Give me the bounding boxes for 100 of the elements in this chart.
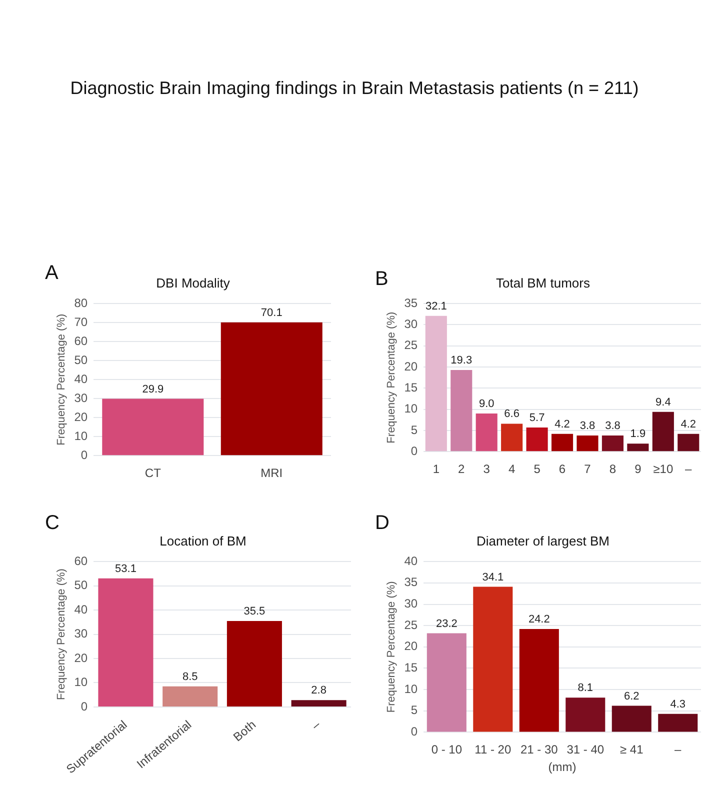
data-label: 32.1 xyxy=(425,300,447,312)
bar xyxy=(226,620,282,706)
bar xyxy=(526,427,548,452)
bar xyxy=(566,698,606,732)
data-label: 19.3 xyxy=(450,354,472,367)
x-axis-title: (mm) xyxy=(548,760,576,774)
y-axis-title: Frequency Percentage (%) xyxy=(56,314,68,446)
x-tick-label: 31 - 40 xyxy=(566,742,604,757)
y-tick-label: 5 xyxy=(410,703,418,718)
x-tick-label: – xyxy=(308,717,324,733)
x-tick-label: 9 xyxy=(634,462,642,476)
bar xyxy=(519,628,559,732)
y-tick-label: 15 xyxy=(404,660,418,675)
bar xyxy=(291,700,346,706)
bar xyxy=(425,316,447,452)
data-label: 5.7 xyxy=(529,412,545,424)
chart-title: DBI Modality xyxy=(156,275,230,290)
x-tick-label: ≥ 41 xyxy=(620,742,644,757)
y-axis-title: Frequency Percentage (%) xyxy=(386,581,398,713)
x-tick-label: 21 - 30 xyxy=(520,742,558,757)
text: C xyxy=(45,512,60,535)
y-tick-label: 40 xyxy=(74,602,88,616)
data-label: 24.2 xyxy=(528,614,550,626)
x-tick-label: 4 xyxy=(508,462,516,476)
bar xyxy=(473,586,513,732)
y-tick-label: 50 xyxy=(74,352,88,367)
y-tick-label: 35 xyxy=(404,296,418,310)
bar xyxy=(476,414,498,452)
data-label: 8.1 xyxy=(578,682,594,694)
y-tick-label: 30 xyxy=(404,317,418,332)
x-tick-label: 7 xyxy=(584,462,592,476)
text: Diagnostic Brain Imaging findings in Brain Metastasis patients (n = 211) xyxy=(69,78,640,99)
y-tick-label: 20 xyxy=(404,359,418,374)
chart-title: Diameter of largest BM xyxy=(476,533,610,548)
chart-title: Location of BM xyxy=(160,533,246,548)
data-label: 2.8 xyxy=(311,684,326,697)
x-tick-label: – xyxy=(674,742,682,757)
y-tick-label: 25 xyxy=(404,618,418,632)
y-tick-label: 10 xyxy=(404,682,418,696)
data-label: 4.3 xyxy=(670,698,686,710)
data-label: 70.1 xyxy=(260,306,282,319)
x-tick-label: 1 xyxy=(432,462,440,476)
x-tick-label: 8 xyxy=(609,462,616,476)
x-tick-label: 0 - 10 xyxy=(431,742,462,757)
y-axis-title: Frequency Percentage (%) xyxy=(386,312,398,444)
data-label: 29.9 xyxy=(142,383,164,396)
y-tick-label: 15 xyxy=(404,380,418,394)
bar xyxy=(678,434,700,452)
y-tick-label: 60 xyxy=(74,334,88,348)
x-tick-label: Both xyxy=(230,718,259,744)
y-tick-label: 40 xyxy=(74,372,88,386)
data-label: 9.0 xyxy=(478,398,494,410)
y-tick-label: 10 xyxy=(404,402,418,416)
y-tick-label: 50 xyxy=(74,578,88,592)
x-tick-label: 2 xyxy=(458,462,466,476)
data-label: 23.2 xyxy=(436,618,458,630)
y-tick-label: 20 xyxy=(74,410,88,424)
data-label: 53.1 xyxy=(115,562,136,575)
data-label: 9.4 xyxy=(656,396,671,408)
y-tick-label: 0 xyxy=(410,444,418,458)
bar xyxy=(576,436,598,452)
bar xyxy=(501,424,523,452)
y-axis-title: Frequency Percentage (%) xyxy=(56,568,68,700)
y-tick-label: 80 xyxy=(74,296,88,310)
x-tick-label: 11 - 20 xyxy=(474,742,512,757)
y-tick-label: 30 xyxy=(74,626,88,641)
y-tick-label: 25 xyxy=(404,338,418,352)
data-label: 6.6 xyxy=(504,408,520,420)
y-tick-label: 5 xyxy=(410,422,418,437)
bar xyxy=(658,714,698,732)
data-label: 1.9 xyxy=(630,428,646,440)
data-label: 3.8 xyxy=(605,420,620,432)
bar xyxy=(450,370,472,452)
bar xyxy=(627,444,649,452)
x-tick-label: – xyxy=(685,462,692,476)
y-tick-label: 10 xyxy=(74,675,88,690)
bar xyxy=(426,633,466,732)
bar xyxy=(98,578,154,706)
data-label: 8.5 xyxy=(182,670,198,683)
x-tick-label: ≥10 xyxy=(653,462,674,476)
y-tick-label: 10 xyxy=(74,428,88,443)
data-label: 34.1 xyxy=(482,571,504,584)
text: D xyxy=(375,512,390,535)
bar xyxy=(602,436,624,452)
text: A xyxy=(45,262,58,285)
y-tick-label: 0 xyxy=(80,699,88,714)
data-label: 35.5 xyxy=(244,605,266,618)
x-tick-label: CT xyxy=(144,466,162,480)
data-label: 3.8 xyxy=(580,420,596,432)
x-tick-label: MRI xyxy=(260,466,283,480)
y-tick-label: 30 xyxy=(404,596,418,611)
y-tick-label: 40 xyxy=(404,554,418,568)
x-tick-label: 6 xyxy=(558,462,566,476)
y-tick-label: 0 xyxy=(80,448,88,462)
x-tick-label: 3 xyxy=(483,462,490,476)
data-label: 6.2 xyxy=(624,690,640,702)
bar xyxy=(612,706,652,732)
y-tick-label: 0 xyxy=(410,724,418,739)
data-label: 4.2 xyxy=(554,418,570,430)
y-tick-label: 70 xyxy=(74,314,88,329)
